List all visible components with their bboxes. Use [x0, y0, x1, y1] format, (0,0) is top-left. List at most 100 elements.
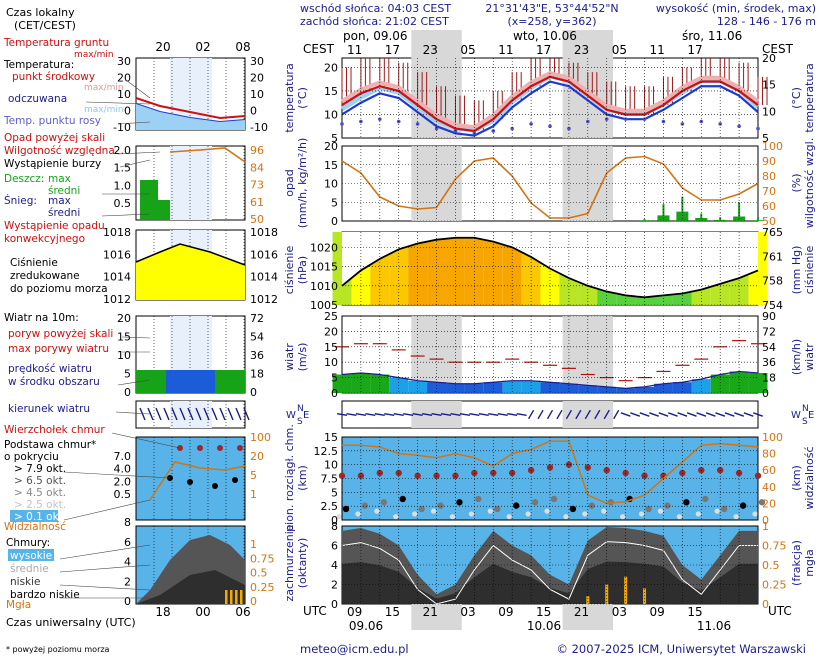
- cloud-top-dot: [754, 472, 762, 479]
- cloud-base-low-dot: [430, 508, 437, 514]
- tick-right-precip: 90: [762, 155, 776, 168]
- cloud-base-dot: [550, 495, 558, 503]
- bottom-hour-label: 09: [650, 605, 665, 619]
- tick-right-wind: 54: [762, 341, 776, 354]
- main-panels: [341, 30, 759, 630]
- cloud-top-dot: [338, 472, 346, 479]
- cloud-base-low-dot: [336, 514, 342, 520]
- legend-local-time: Czas lokalny: [6, 6, 75, 19]
- dir-n-r: N: [802, 404, 809, 414]
- cloud-top-dot: [376, 469, 384, 477]
- legend-snow: Śnieg:: [4, 194, 37, 207]
- legend-wind-title: Wiatr na 10m:: [4, 312, 79, 324]
- cloud-top-dot: [490, 469, 497, 477]
- temp-axis-unit-l: (°C): [296, 87, 309, 109]
- dir-w-r: W: [791, 410, 801, 421]
- dew-point-dot: [434, 126, 439, 131]
- footer-email[interactable]: meteo@icm.edu.pl: [300, 642, 409, 656]
- wind-arrow: [686, 412, 697, 417]
- legend-pressure-2: zredukowane: [10, 270, 80, 282]
- tick-left-precip: 15: [324, 159, 338, 172]
- night-band-top-0: [411, 30, 462, 58]
- mini-fog-bar: [230, 590, 233, 604]
- mini-cc-tick-r: 1: [250, 538, 257, 551]
- legend-pressure-1: Ciśnienie: [10, 257, 58, 269]
- wind-speed-bar: [597, 386, 617, 393]
- legend-connector: [101, 213, 151, 217]
- tick-left-temp: 10: [324, 108, 338, 121]
- mini-temp-tick-l: -10: [113, 121, 131, 134]
- tick-right-wind: 90: [762, 310, 776, 323]
- tick-right-precip: 80: [762, 170, 776, 183]
- legend-connector: [63, 471, 171, 479]
- cloud-base-dot: [664, 502, 671, 509]
- cloud-base-dot: [494, 505, 501, 513]
- tick-right-cb: 20: [762, 497, 776, 510]
- tick-right-temp: 5: [762, 132, 769, 145]
- mini-wind-tick-r: 0: [250, 386, 257, 399]
- tick-left-cb: 0: [331, 514, 338, 527]
- tick-left-temp: 20: [324, 61, 338, 74]
- tick-right-press: 754: [762, 299, 783, 312]
- legend-ground-maxmin: max/min: [74, 50, 114, 60]
- top-zone-right: CEST: [762, 42, 794, 56]
- legend-humidity: Wilgotność względna: [4, 145, 115, 157]
- cloud-top-dot: [735, 469, 743, 477]
- legend-conv-2: konwekcyjnego: [4, 233, 85, 245]
- cloud-top-dot: [452, 472, 459, 479]
- mini-wind-arrow: [227, 407, 234, 421]
- cloud-base-dot: [758, 499, 766, 506]
- mini-cb-tick-l: 0.5: [114, 488, 132, 501]
- wind-speed-bar: [578, 385, 598, 393]
- legend-okt-01: > 0.1 okt.: [14, 511, 66, 523]
- cloud-base-low-dot: [393, 514, 399, 520]
- legend-temp-maxmin: max/min: [84, 83, 124, 93]
- mini-wind-arrow: [139, 407, 146, 421]
- dew-point-dot: [642, 117, 647, 121]
- altitude-label: wysokość (min, środek, max): [656, 2, 816, 15]
- mini-wind-arrow: [219, 407, 226, 421]
- wind-arrow: [459, 412, 470, 417]
- legend-conv-1: Wystąpienie opadu: [4, 220, 105, 232]
- dir-s-l: S: [297, 417, 303, 427]
- wind-arrow: [450, 412, 461, 417]
- wind-arrow: [336, 412, 348, 417]
- legend-connector: [117, 379, 151, 386]
- legend-ground-temp: Temperatura gruntu: [3, 37, 109, 49]
- mini-top-dot: [197, 445, 203, 451]
- top-hour-label: 05: [460, 43, 475, 57]
- top-hour-label: 17: [687, 43, 702, 57]
- legend-rain-mean: średni: [48, 185, 80, 197]
- legend-okt-25: > 2.5 okt.: [14, 499, 66, 511]
- wind-arrow: [724, 412, 735, 417]
- tick-left-cb: 12.5: [314, 445, 339, 458]
- wind-speed-bar: [710, 374, 730, 393]
- dir-w-l: W: [286, 410, 296, 421]
- wind-arrow: [497, 412, 508, 417]
- cloud-base-dot: [399, 495, 406, 503]
- top-zone-left: CEST: [303, 42, 335, 56]
- legend-connector: [63, 499, 151, 521]
- wind-speed-bar: [540, 382, 560, 393]
- mini-cb-tick-l: 7.0: [114, 450, 132, 463]
- dew-point-dot: [604, 117, 609, 121]
- mini-base-dot: [212, 483, 218, 489]
- legend-wind-speed-2: w środku obszaru: [8, 376, 100, 388]
- mini-wind-arrow: [235, 407, 242, 421]
- tick-left-cc: 2: [331, 579, 338, 592]
- cc-axis-unit-l: (oktanty): [296, 538, 309, 589]
- vis-axis-unit-r: (km): [790, 465, 803, 491]
- tick-right-cc: 0.75: [762, 540, 787, 553]
- dir-n-l: N: [297, 404, 304, 414]
- cloud-base-dot: [739, 502, 747, 509]
- dew-point-dot: [415, 122, 420, 126]
- legend-connector: [111, 432, 181, 449]
- legend-footnote: * powyżej poziomu morza: [6, 645, 110, 654]
- mini-wind-bar2: [136, 370, 166, 393]
- legend-temperature: Temperatura:: [3, 59, 74, 71]
- mini-wind-tick-r: 72: [250, 312, 264, 325]
- tick-left-cc: 6: [331, 540, 338, 553]
- mini-top-hour-2: 02: [195, 40, 210, 54]
- mini-panels: [135, 57, 250, 605]
